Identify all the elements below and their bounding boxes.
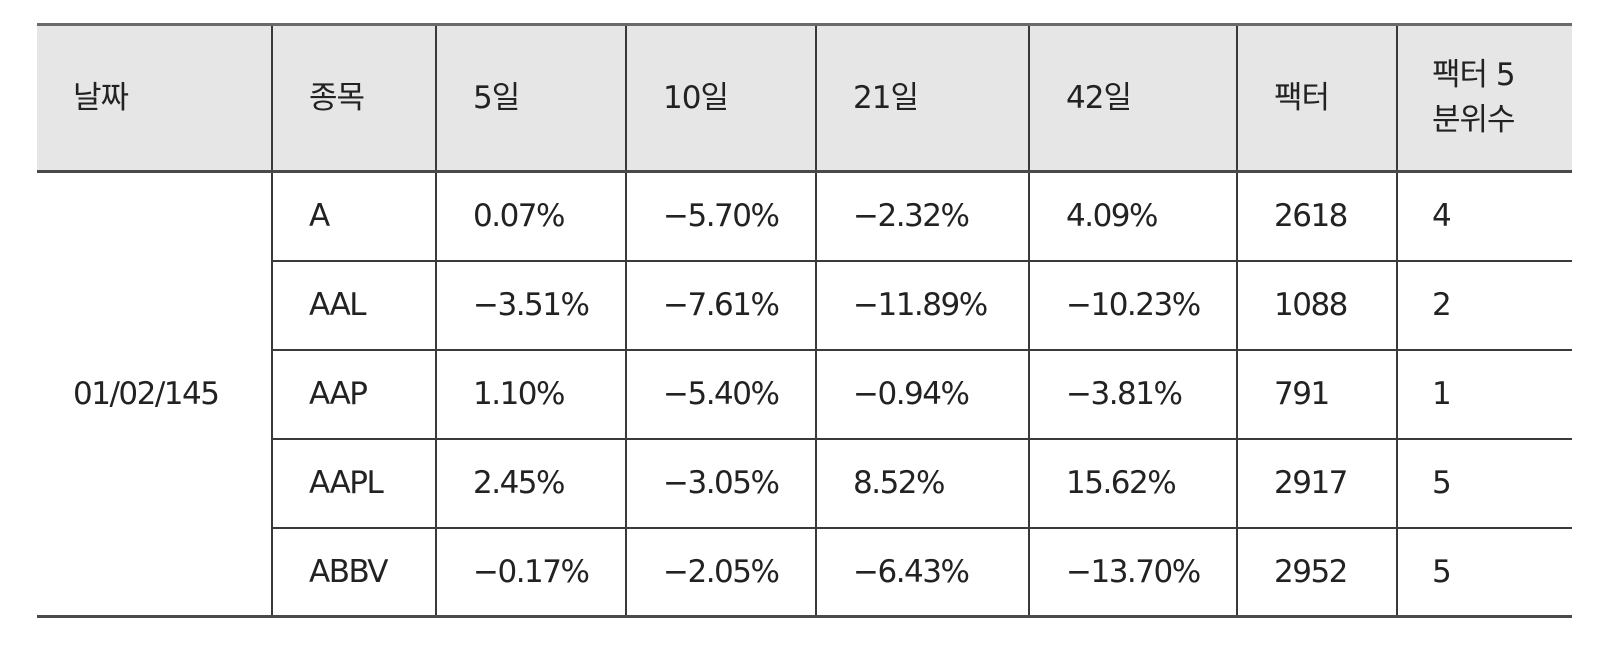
factor-cell: 1088 [1236,260,1397,351]
factor-cell: 2952 [1236,527,1397,618]
return-5-day-cell: −0.17% [435,527,626,618]
ticker-cell: AAP [271,349,436,440]
return-21-day-cell: −11.89% [815,260,1029,351]
factor-cell: 2618 [1236,171,1397,262]
return-10-day-cell: −5.40% [625,349,816,440]
return-42-day-cell: 15.62% [1028,438,1237,529]
header-ticker: 종목 [271,23,436,173]
return-21-day-cell: 8.52% [815,438,1029,529]
header-factor-quintile: 팩터 5 분위수 [1396,23,1572,173]
return-10-day-cell: −3.05% [625,438,816,529]
header-factor: 팩터 [1236,23,1397,173]
return-21-day-cell: −2.32% [815,171,1029,262]
return-10-day-cell: −7.61% [625,260,816,351]
return-42-day-cell: −13.70% [1028,527,1237,618]
ticker-cell: A [271,171,436,262]
table-row: 01/02/145 A 0.07% −5.70% −2.32% 4.09% 26… [37,171,1572,618]
table-row: AAPL 2.45% −3.05% 8.52% 15.62% 2917 5 [37,438,1572,529]
table-row: AAL −3.51% −7.61% −11.89% −10.23% 1088 2 [37,260,1572,351]
table-header: 날짜 종목 5일 10일 21일 42일 팩터 팩터 5 분위수 [37,23,1572,173]
return-42-day-cell: −10.23% [1028,260,1237,351]
header-42-day: 42일 [1028,23,1237,173]
return-5-day-cell: 1.10% [435,349,626,440]
return-10-day-cell: −5.70% [625,171,816,262]
return-5-day-cell: 2.45% [435,438,626,529]
return-5-day-cell: 0.07% [435,171,626,262]
factor-cell: 2917 [1236,438,1397,529]
header-5-day: 5일 [435,23,626,173]
ticker-cell: AAL [271,260,436,351]
ticker-cell: AAPL [271,438,436,529]
header-factor-quintile-line2: 분위수 [1432,102,1516,138]
date-cell: 01/02/145 [37,171,272,618]
factor-cell: 791 [1236,349,1397,440]
table-row: ABBV −0.17% −2.05% −6.43% −13.70% 2952 5 [37,527,1572,618]
table-body: 01/02/145 A 0.07% −5.70% −2.32% 4.09% 26… [37,171,1572,618]
header-21-day: 21일 [815,23,1029,173]
factor-table-container: 날짜 종목 5일 10일 21일 42일 팩터 팩터 5 분위수 01/02/1… [37,23,1572,618]
return-21-day-cell: −6.43% [815,527,1029,618]
table-row: AAP 1.10% −5.40% −0.94% −3.81% 791 1 [37,349,1572,440]
ticker-cell: ABBV [271,527,436,618]
header-row: 날짜 종목 5일 10일 21일 42일 팩터 팩터 5 분위수 [37,23,1572,173]
header-date: 날짜 [37,23,272,173]
quintile-cell: 1 [1396,349,1572,440]
header-10-day: 10일 [625,23,816,173]
header-factor-quintile-line1: 팩터 5 [1432,57,1516,94]
return-21-day-cell: −0.94% [815,349,1029,440]
return-10-day-cell: −2.05% [625,527,816,618]
quintile-cell: 4 [1396,171,1572,262]
factor-quintile-table: 날짜 종목 5일 10일 21일 42일 팩터 팩터 5 분위수 01/02/1… [37,23,1572,618]
return-42-day-cell: 4.09% [1028,171,1237,262]
return-5-day-cell: −3.51% [435,260,626,351]
quintile-cell: 5 [1396,527,1572,618]
quintile-cell: 5 [1396,438,1572,529]
quintile-cell: 2 [1396,260,1572,351]
return-42-day-cell: −3.81% [1028,349,1237,440]
